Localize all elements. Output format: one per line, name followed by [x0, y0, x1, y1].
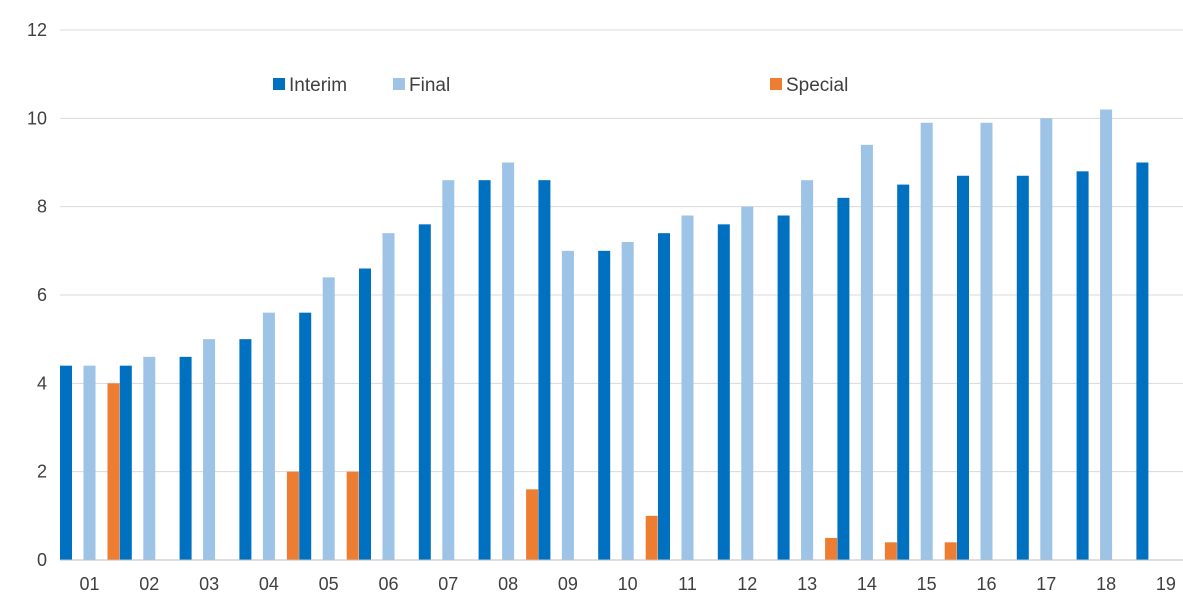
- bar-interim: [717, 224, 730, 561]
- bar-final: [442, 180, 455, 560]
- y-tick-label: 0: [37, 550, 47, 570]
- legend-swatch-interim: [273, 78, 285, 90]
- bar-special: [107, 383, 120, 560]
- bar-final: [83, 365, 96, 560]
- x-tick-label: 04: [259, 574, 279, 594]
- x-tick-label: 10: [618, 574, 638, 594]
- bar-special: [944, 542, 957, 560]
- x-tick-label: 05: [319, 574, 339, 594]
- bar-interim: [837, 197, 850, 561]
- legend-label-final: Final: [409, 75, 450, 96]
- x-tick-label: 08: [498, 574, 518, 594]
- bar-final: [860, 144, 873, 561]
- x-tick-label: 03: [199, 574, 219, 594]
- bar-interim: [1016, 175, 1029, 560]
- y-tick-label: 10: [27, 108, 47, 128]
- legend-label-interim: Interim: [289, 75, 347, 96]
- bar-interim: [299, 312, 312, 560]
- legend-swatch-final: [393, 78, 405, 90]
- bar-special: [645, 515, 658, 560]
- bar-final: [143, 356, 156, 560]
- bars: [60, 109, 1149, 561]
- x-tick-label: 02: [139, 574, 159, 594]
- x-tick-label: 19: [1156, 574, 1176, 594]
- x-tick-label: 12: [737, 574, 757, 594]
- bar-interim: [957, 175, 969, 560]
- bar-interim: [478, 180, 491, 560]
- bar-interim: [119, 365, 132, 560]
- bar-final: [980, 122, 993, 560]
- bar-interim: [60, 365, 72, 560]
- bar-interim: [359, 268, 371, 560]
- bar-final: [382, 233, 395, 560]
- y-tick-label: 4: [37, 373, 47, 393]
- y-tick-label: 12: [27, 20, 47, 40]
- bar-special: [526, 489, 539, 560]
- x-tick-label: 15: [917, 574, 937, 594]
- bar-special: [825, 537, 838, 560]
- x-tick-label: 16: [976, 574, 996, 594]
- bar-final: [741, 206, 754, 560]
- bar-interim: [897, 184, 910, 561]
- y-tick-label: 2: [37, 462, 47, 482]
- bar-final: [502, 162, 515, 560]
- x-tick-label: 17: [1036, 574, 1056, 594]
- bar-interim: [777, 215, 790, 560]
- x-tick-label: 06: [378, 574, 398, 594]
- bar-interim: [418, 224, 431, 561]
- bar-special: [286, 471, 299, 560]
- x-tick-label: 11: [678, 574, 697, 594]
- bar-interim: [1136, 162, 1149, 560]
- bar-special: [346, 471, 359, 560]
- legend-label-special: Special: [786, 75, 848, 96]
- bar-final: [561, 250, 574, 561]
- grid-lines: [60, 29, 1183, 473]
- x-tick-label: 01: [79, 574, 99, 594]
- x-tick-label: 09: [558, 574, 578, 594]
- bar-final: [920, 122, 933, 560]
- legend-swatch-special: [770, 78, 782, 90]
- y-tick-label: 6: [37, 285, 47, 305]
- y-tick-label: 8: [37, 197, 47, 217]
- x-tick-label: 07: [438, 574, 458, 594]
- bar-final: [203, 339, 216, 560]
- bar-interim: [658, 233, 670, 560]
- bar-final: [681, 215, 694, 560]
- bar-final: [801, 180, 814, 560]
- bar-interim: [1076, 171, 1089, 561]
- bar-interim: [179, 356, 192, 560]
- bar-interim: [538, 180, 551, 560]
- bar-interim: [598, 250, 611, 561]
- bar-final: [621, 242, 634, 560]
- x-tick-label: 13: [797, 574, 817, 594]
- legend: Interim Final Special: [273, 75, 848, 96]
- bar-final: [322, 277, 335, 560]
- x-tick-label: 18: [1096, 574, 1116, 594]
- bar-final: [1100, 109, 1113, 560]
- x-tick-label: 14: [857, 574, 877, 594]
- bar-final: [1040, 118, 1053, 560]
- bar-interim: [239, 339, 252, 560]
- bar-final: [262, 312, 275, 560]
- bar-special: [884, 542, 897, 560]
